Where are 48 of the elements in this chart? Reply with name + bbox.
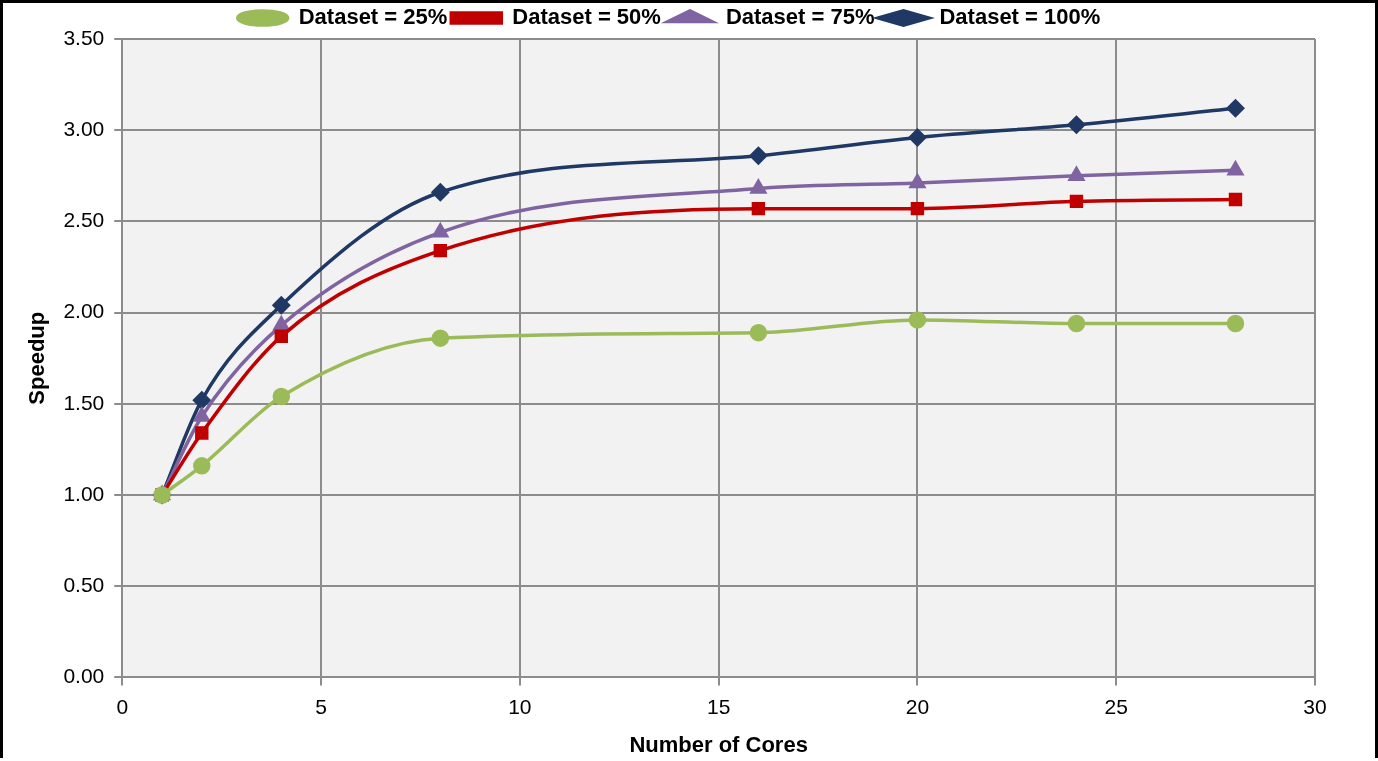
point (1228, 192, 1243, 207)
point (1067, 314, 1086, 333)
x-tick-label: 5 (315, 694, 327, 718)
point (433, 243, 448, 258)
legend-label: Dataset = 25% (298, 4, 448, 30)
point (749, 146, 768, 165)
point (749, 323, 768, 342)
point (273, 316, 290, 331)
point (193, 391, 211, 409)
y-tick-label: 3.00 (63, 117, 105, 140)
y-tick-label: 0.00 (63, 664, 105, 688)
x-axis-title: Number of Cores (629, 731, 808, 757)
point (1068, 167, 1085, 182)
point (432, 223, 449, 238)
x-tick-label: 25 (1104, 694, 1128, 718)
point (908, 128, 927, 147)
point (195, 426, 209, 440)
point (1069, 194, 1084, 209)
y-tick-label: 2.00 (63, 299, 105, 323)
x-tick-label: 30 (1303, 694, 1327, 718)
point (908, 311, 927, 329)
y-tick-label: 0.50 (63, 573, 105, 596)
y-tick-label: 1.50 (63, 390, 105, 414)
y-tick-label: 3.50 (63, 25, 105, 49)
x-tick-label: 0 (116, 694, 129, 718)
point (272, 387, 291, 406)
point (1067, 115, 1086, 134)
x-tick-label: 15 (706, 694, 731, 718)
point (193, 407, 210, 422)
x-tick-label: 20 (905, 694, 930, 718)
point (272, 296, 291, 315)
point (910, 201, 925, 216)
point (274, 329, 288, 344)
point (1226, 314, 1245, 333)
point (431, 329, 450, 347)
x-tick-label: 10 (508, 694, 532, 718)
y-axis-title: Speedup (24, 311, 50, 405)
point (1226, 99, 1245, 118)
legend-label: Dataset = 75% (725, 4, 875, 30)
y-tick-label: 2.50 (63, 208, 105, 232)
point (193, 457, 211, 475)
legend-label: Dataset = 100% (939, 4, 1101, 30)
point (431, 183, 450, 201)
legend-label: Dataset = 50% (512, 4, 661, 30)
point (750, 179, 767, 194)
point (909, 174, 926, 189)
point (751, 201, 766, 216)
y-tick-label: 1.00 (63, 481, 105, 505)
